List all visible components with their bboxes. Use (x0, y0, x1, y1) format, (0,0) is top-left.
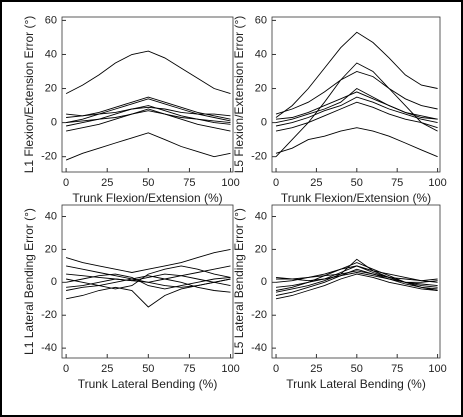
y-tick-label: -20 (41, 151, 57, 163)
y-tick-label: 20 (45, 243, 57, 255)
x-tick-label: 50 (351, 363, 363, 375)
x-axis-label: Trunk Lateral Bending (%) (286, 377, 426, 391)
data-line (275, 268, 438, 296)
data-line (276, 270, 438, 282)
data-line (66, 106, 231, 117)
y-tick-label: -20 (41, 309, 57, 321)
y-tick-label: 0 (51, 117, 57, 129)
y-tick-label: 40 (45, 48, 57, 60)
data-line (66, 108, 231, 132)
x-axis-label: Trunk Flexion/Extension (%) (72, 191, 222, 205)
x-tick-label: 0 (273, 177, 279, 189)
x-tick-label: 0 (63, 363, 69, 375)
y-tick-label: 60 (45, 14, 57, 26)
data-line (275, 87, 438, 124)
x-axis-label: Trunk Flexion/Extension (%) (281, 191, 431, 205)
data-line (66, 278, 231, 308)
x-tick-label: 50 (351, 177, 363, 189)
x-tick-label: 0 (63, 177, 69, 189)
x-tick-label: 25 (101, 363, 113, 375)
data-line (275, 262, 438, 291)
y-tick-label: 0 (261, 276, 267, 288)
y-axis-label: L5 Flexion/Extension Error (°) (232, 16, 246, 174)
plot-area (271, 16, 441, 173)
y-axis-label: L1 Lateral Bending Error (°) (22, 208, 36, 355)
x-tick-label: 50 (142, 363, 154, 375)
x-tick-label: 25 (101, 177, 113, 189)
y-tick-label: 20 (45, 82, 57, 94)
data-line (66, 265, 231, 283)
data-line (65, 132, 231, 161)
y-tick-label: 0 (261, 117, 267, 129)
plot-area (61, 204, 234, 359)
data-line (65, 50, 231, 95)
x-tick-label: 75 (391, 363, 403, 375)
data-line (66, 273, 231, 288)
y-axis-label: L5 Lateral Bending Error (°) (232, 208, 246, 355)
x-tick-label: 25 (310, 177, 322, 189)
x-tick-label: 25 (310, 363, 322, 375)
data-line (66, 98, 231, 124)
y-axis-label: L1 Flexion/Extension Error (°) (22, 16, 36, 174)
data-line (275, 62, 438, 158)
y-tick-label: -40 (251, 342, 267, 354)
data-line (66, 105, 231, 127)
data-line (66, 265, 231, 290)
x-tick-label: 100 (428, 177, 446, 189)
plot-area (271, 204, 441, 359)
x-tick-label: 100 (221, 177, 239, 189)
data-line (66, 275, 231, 293)
x-tick-label: 0 (273, 363, 279, 375)
x-tick-label: 50 (142, 177, 154, 189)
x-tick-label: 75 (183, 177, 195, 189)
y-tick-label: -20 (251, 309, 267, 321)
y-tick-label: -40 (41, 342, 57, 354)
data-line (275, 272, 438, 283)
y-tick-label: 40 (45, 210, 57, 222)
data-line (275, 258, 438, 293)
y-tick-label: 0 (51, 276, 57, 288)
y-tick-label: -20 (251, 151, 267, 163)
data-line (275, 91, 438, 120)
data-line (275, 265, 438, 288)
x-tick-label: 100 (221, 363, 239, 375)
data-line (275, 96, 438, 127)
data-line (275, 273, 438, 300)
y-tick-label: 40 (255, 210, 267, 222)
y-tick-label: 60 (255, 14, 267, 26)
data-line (66, 273, 231, 290)
x-axis-label: Trunk Lateral Bending (%) (78, 377, 218, 391)
data-line (66, 110, 231, 124)
data-line (65, 248, 231, 273)
data-line (66, 96, 231, 120)
x-tick-label: 75 (391, 177, 403, 189)
x-tick-label: 100 (428, 363, 446, 375)
y-tick-label: 20 (255, 82, 267, 94)
y-tick-label: 40 (255, 48, 267, 60)
data-line (275, 31, 438, 118)
data-line (275, 127, 438, 158)
data-line (275, 101, 438, 132)
x-tick-label: 75 (183, 363, 195, 375)
plot-area (61, 16, 234, 173)
data-line (275, 71, 438, 115)
y-tick-label: 20 (255, 243, 267, 255)
